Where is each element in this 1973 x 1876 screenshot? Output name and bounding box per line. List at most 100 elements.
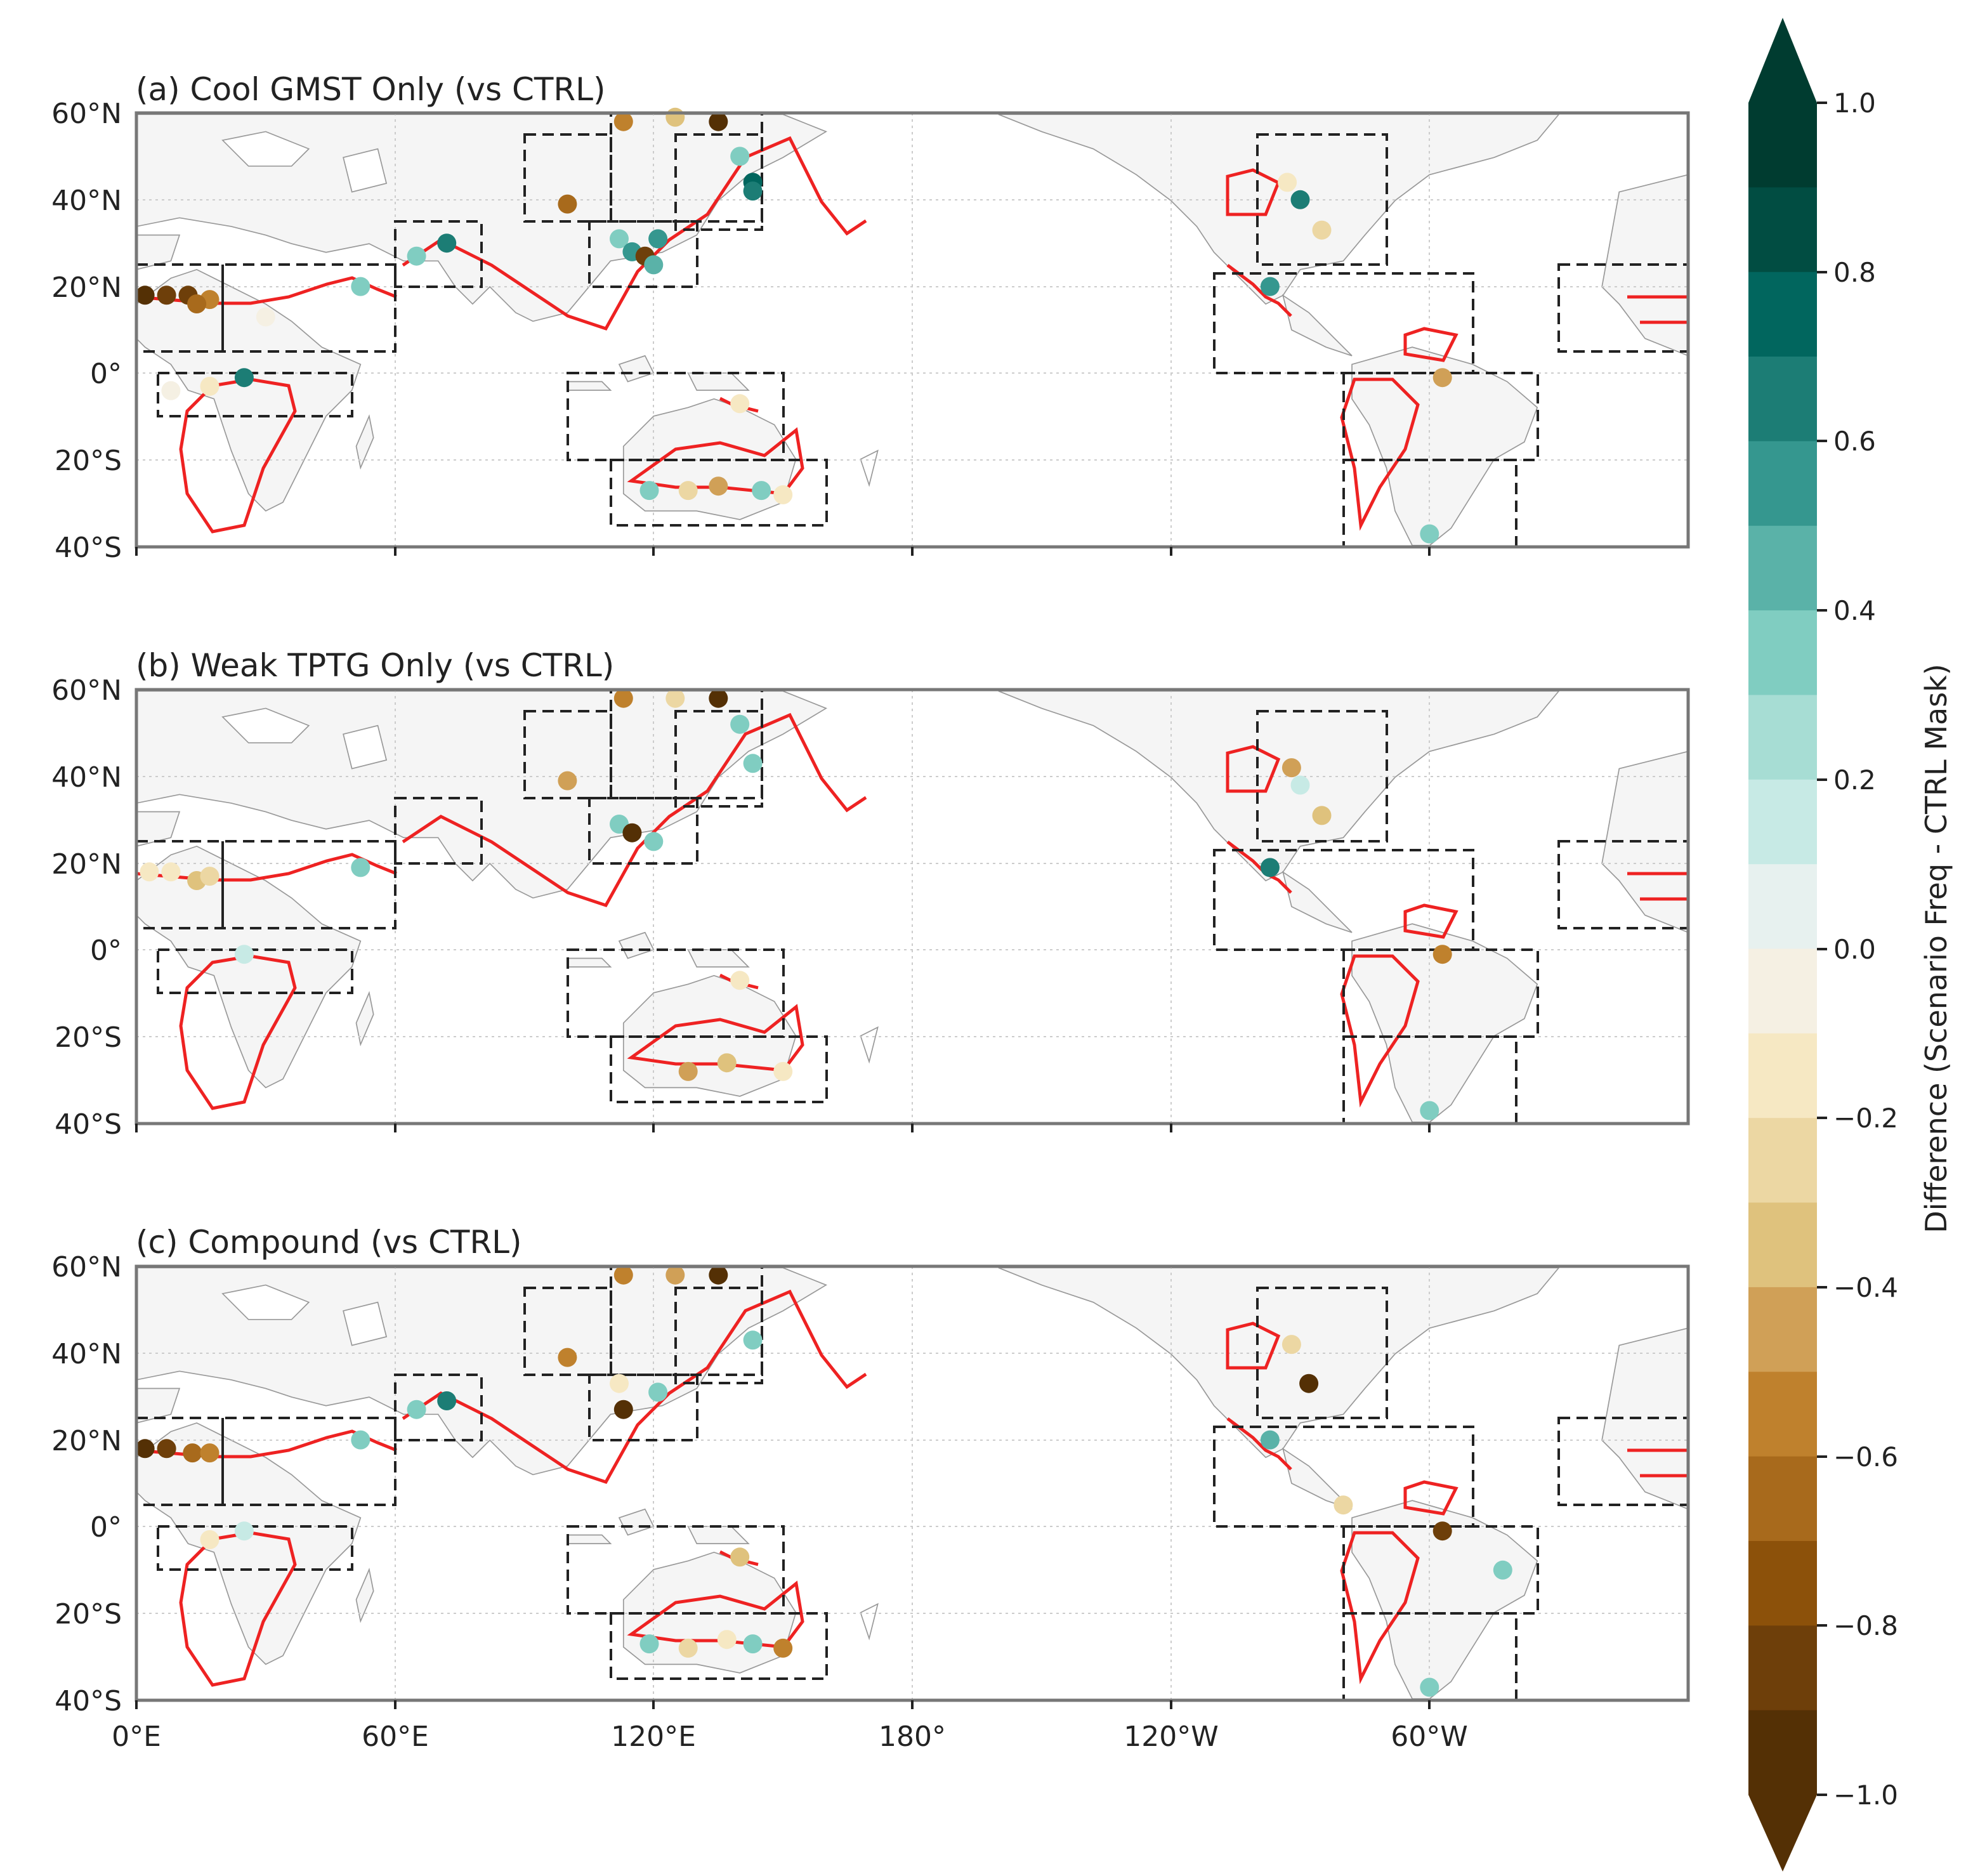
grid-point-marker: [157, 285, 176, 305]
grid-point-marker: [648, 229, 668, 249]
colorbar-band: [1748, 779, 1817, 865]
grid-point-marker: [558, 1348, 577, 1367]
colorbar-tickmarks: [1817, 102, 1827, 1796]
grid-point-marker: [639, 481, 659, 501]
lat-tick-20N: 20°N: [51, 272, 122, 304]
grid-point-marker: [773, 1061, 793, 1081]
grid-point-marker: [437, 1391, 457, 1410]
grid-point-marker: [644, 832, 664, 851]
lon-tick-120W: 120°W: [1124, 1721, 1219, 1753]
colorbar-band: [1748, 1456, 1817, 1542]
grid-point-marker: [665, 1265, 685, 1285]
lat-tick-40N: 40°N: [51, 761, 122, 794]
grid-point-marker: [1493, 1560, 1512, 1580]
cb-tick-m0.4: −0.4: [1833, 1272, 1898, 1303]
lat-tick-0: 0°: [90, 935, 122, 967]
grid-point-marker: [351, 277, 370, 296]
grid-point-marker: [140, 862, 159, 882]
grid-point-marker: [678, 1061, 698, 1081]
grid-point-marker: [1299, 1374, 1319, 1393]
colorbar-tick-labels: 1.0 0.8 0.6 0.4 0.2 0.0 −0.2 −0.4 −0.6 −…: [1833, 88, 1898, 1811]
panel-a-lon-tickmarks: [135, 547, 1431, 556]
panel-b-map: [134, 688, 1690, 1125]
grid-point-marker: [678, 1638, 698, 1658]
lat-tick-20S: 20°S: [55, 445, 122, 477]
grid-point-marker: [717, 1053, 737, 1073]
grid-point-marker: [717, 1630, 737, 1650]
grid-point-marker: [200, 1443, 220, 1463]
cb-tick-0.8: 0.8: [1833, 257, 1876, 288]
grid-point-marker: [1420, 1101, 1439, 1120]
panel-c-points: [135, 1265, 1512, 1697]
panel-c-lat-ticks: 60°N 40°N 20°N 0° 20°S 40°S: [51, 1251, 122, 1717]
panel-c-gridlines: [136, 1266, 1688, 1700]
colorbar-band: [1748, 525, 1817, 611]
colorbar-band: [1748, 1372, 1817, 1457]
grid-point-marker: [743, 1634, 763, 1654]
cb-tick-0.4: 0.4: [1833, 595, 1876, 626]
colorbar-band: [1748, 864, 1817, 949]
grid-point-marker: [613, 688, 633, 708]
colorbar-band: [1748, 1625, 1817, 1711]
lon-tick-60E: 60°E: [362, 1721, 429, 1753]
cb-tick-m1.0: −1.0: [1833, 1780, 1898, 1811]
grid-point-marker: [135, 285, 155, 305]
colorbar-band: [1748, 1710, 1817, 1795]
grid-point-marker: [665, 107, 685, 127]
panel-a-title: (a) Cool GMST Only (vs CTRL): [136, 71, 606, 108]
lat-tick-0: 0°: [90, 1511, 122, 1544]
grid-point-marker: [644, 255, 664, 275]
lat-tick-60N: 60°N: [51, 98, 122, 130]
panel-b: (b) Weak TPTG Only (vs CTRL): [51, 647, 1690, 1141]
grid-point-marker: [610, 1374, 629, 1393]
grid-point-marker: [773, 1638, 793, 1658]
grid-point-marker: [437, 233, 457, 253]
colorbar-band: [1748, 1033, 1817, 1118]
lat-tick-40N: 40°N: [51, 1338, 122, 1370]
lat-tick-40S: 40°S: [55, 1685, 122, 1717]
colorbar-band: [1748, 272, 1817, 357]
grid-point-marker: [730, 1547, 750, 1567]
grid-point-marker: [709, 1265, 728, 1285]
colorbar-band: [1748, 1118, 1817, 1204]
panel-a-map: [134, 107, 1690, 549]
panel-c: (c) Compound (vs CTRL): [51, 1224, 1690, 1753]
panel-c-ctrl-mask-contours: [136, 1289, 1688, 1687]
grid-point-marker: [161, 381, 181, 400]
lat-tick-20S: 20°S: [55, 1021, 122, 1054]
grid-point-marker: [613, 112, 633, 131]
grid-point-marker: [234, 368, 254, 388]
lat-tick-60N: 60°N: [51, 1251, 122, 1283]
grid-point-marker: [743, 754, 763, 773]
panel-a-lat-ticks: 60°N 40°N 20°N 0° 20°S 40°S: [51, 98, 122, 564]
lon-tick-60W: 60°W: [1391, 1721, 1468, 1753]
grid-point-marker: [183, 1443, 202, 1463]
colorbar-band: [1748, 610, 1817, 695]
panel-c-map: [134, 1264, 1690, 1702]
panel-b-points: [140, 688, 1452, 1120]
cb-tick-m0.8: −0.8: [1833, 1610, 1898, 1641]
grid-point-marker: [234, 945, 254, 964]
grid-point-marker: [613, 1400, 633, 1419]
grid-point-marker: [613, 1265, 633, 1285]
colorbar-band: [1748, 1202, 1817, 1288]
colorbar-band: [1748, 1287, 1817, 1372]
grid-point-marker: [1281, 758, 1301, 778]
colorbar-band: [1748, 695, 1817, 780]
grid-point-marker: [1260, 858, 1280, 877]
grid-point-marker: [743, 1330, 763, 1350]
grid-point-marker: [1432, 368, 1452, 388]
lon-tick-labels: 0°E 60°E 120°E 180° 120°W 60°W: [112, 1721, 1468, 1753]
colorbar-label: Difference (Scenario Freq - CTRL Mask): [1919, 664, 1953, 1233]
colorbar-band: [1748, 187, 1817, 273]
panel-a-points: [135, 107, 1452, 544]
grid-point-marker: [1334, 1495, 1353, 1515]
grid-point-marker: [773, 485, 793, 504]
colorbar-band: [1748, 1540, 1817, 1626]
lat-tick-60N: 60°N: [51, 674, 122, 707]
grid-point-marker: [648, 1382, 668, 1402]
panel-b-title: (b) Weak TPTG Only (vs CTRL): [136, 647, 614, 684]
colorbar-extend-max: [1748, 18, 1817, 103]
cb-tick-0.0: 0.0: [1833, 934, 1876, 965]
grid-point-marker: [709, 688, 728, 708]
